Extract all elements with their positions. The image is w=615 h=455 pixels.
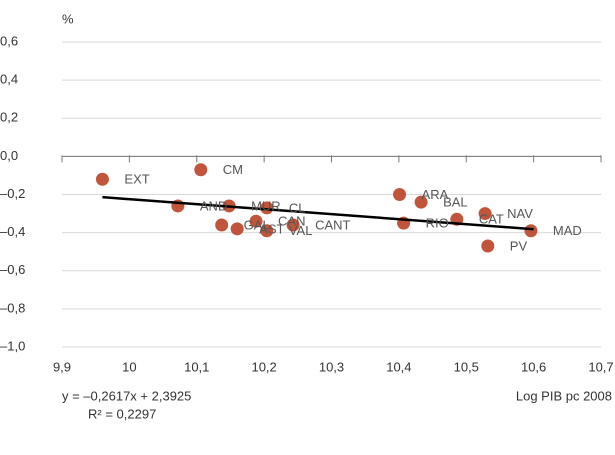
x-tick-label: 10,5 — [454, 359, 479, 374]
point — [481, 239, 495, 253]
point-label: CM — [223, 162, 243, 177]
point — [524, 224, 538, 238]
point — [414, 195, 428, 209]
equation: y = –0,2617x + 2,3925 — [62, 388, 191, 403]
x-tick-label: 10 — [122, 359, 136, 374]
point-label: CAT — [479, 212, 504, 227]
trendline — [102, 195, 534, 231]
y-tick-label: –0,4 — [0, 224, 25, 239]
point-label: GAL — [244, 217, 270, 232]
y-unit: % — [62, 11, 74, 26]
point — [230, 222, 244, 236]
point-label: NAV — [507, 206, 533, 221]
point-label: PV — [510, 238, 528, 253]
point — [286, 218, 300, 232]
point — [260, 224, 274, 238]
x-tick-label: 9,9 — [53, 359, 71, 374]
y-tick-label: –1,0 — [0, 338, 25, 353]
y-tick-label: –0,8 — [0, 300, 25, 315]
x-tick-label: 10,7 — [588, 359, 613, 374]
point-label: ARA — [422, 187, 449, 202]
y-tick-label: –0,6 — [0, 262, 25, 277]
point — [194, 163, 208, 177]
point — [249, 214, 263, 228]
point-label: CAN — [278, 214, 305, 229]
x-tick-label: 10,3 — [319, 359, 344, 374]
y-tick-label: 0,6 — [0, 33, 18, 48]
point — [215, 218, 229, 232]
point-label: MUR — [251, 198, 281, 213]
point-label: CL — [289, 200, 306, 215]
point-label: CANT — [315, 217, 350, 232]
point-label: RIO — [426, 216, 449, 231]
x-tick-label: 10,2 — [251, 359, 276, 374]
point — [260, 201, 274, 215]
point-label: VAL — [289, 223, 313, 238]
y-tick-label: 0,4 — [0, 72, 18, 87]
y-tick-label: –0,2 — [0, 186, 25, 201]
point-label: AST — [259, 221, 284, 236]
x-tick-label: 10,6 — [521, 359, 546, 374]
r-squared: R² = 0,2297 — [88, 406, 156, 421]
point — [95, 172, 109, 186]
y-tick-label: 0,0 — [0, 148, 18, 163]
x-axis-label: Log PIB pc 2008 — [516, 388, 612, 403]
y-tick-label: 0,2 — [0, 110, 18, 125]
x-tick-label: 10,4 — [386, 359, 411, 374]
point — [478, 207, 492, 221]
point-label: EXT — [124, 172, 149, 187]
point-label: MAD — [553, 223, 582, 238]
point — [393, 188, 407, 201]
x-tick-label: 10,1 — [184, 359, 209, 374]
point-label: BAL — [443, 195, 468, 210]
point-label: AND — [200, 198, 227, 213]
